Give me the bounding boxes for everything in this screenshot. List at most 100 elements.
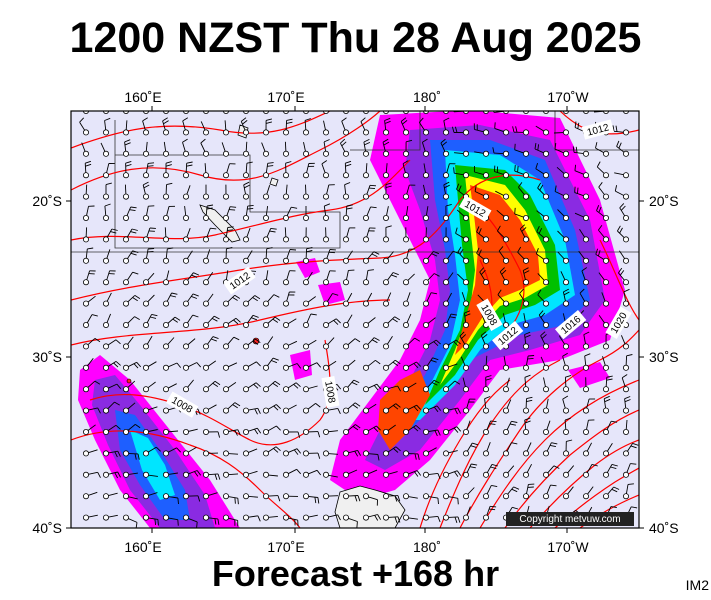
wind-barb (202, 492, 218, 500)
wind-barb (362, 227, 376, 243)
wind-barb (142, 446, 161, 457)
wind-barb (200, 138, 209, 157)
wind-barb (603, 463, 618, 478)
wind-barb (382, 385, 401, 393)
wind-barb (282, 318, 297, 328)
wind-barb (282, 270, 296, 286)
wind-barb (442, 493, 459, 505)
wind-barb (581, 267, 590, 286)
wind-barb (422, 428, 441, 437)
wind-barb (123, 424, 141, 435)
wind-barb (261, 142, 269, 157)
wind-barb (382, 424, 396, 435)
lon-label-top: 170˚E (267, 89, 304, 105)
wind-barb (103, 313, 112, 328)
wind-barb (200, 121, 209, 136)
wind-barb (382, 138, 390, 157)
wind-barb (222, 382, 237, 393)
wind-barb (322, 514, 341, 521)
wind-barb (222, 120, 229, 136)
wind-barb (322, 318, 341, 328)
wind-barb (162, 292, 178, 307)
wind-barb (282, 340, 298, 350)
wind-barb (442, 363, 458, 371)
wind-barb (502, 465, 515, 478)
isobar (71, 299, 391, 346)
wind-barb (502, 420, 518, 435)
wind-barb (382, 514, 401, 523)
wind-barb (603, 443, 613, 457)
wind-barb (162, 141, 169, 157)
wind-barb (182, 362, 202, 371)
wind-barb (456, 273, 469, 286)
wind-barb (402, 470, 422, 478)
wind-barb (482, 463, 498, 478)
wind-barb (83, 227, 90, 243)
rain-heavy-core (455, 185, 540, 355)
wind-barb (83, 424, 96, 435)
wind-barb (162, 471, 178, 478)
wind-barb (162, 227, 169, 243)
wind-barb (617, 225, 630, 243)
wind-barb (262, 227, 277, 243)
wind-barb (322, 450, 339, 457)
wind-barb (142, 181, 150, 200)
wind-barb (302, 493, 320, 504)
wind-barb (83, 184, 90, 200)
wind-barb (123, 184, 130, 200)
lon-label-top: 180˚ (413, 89, 441, 105)
wind-barb (83, 160, 92, 179)
wind-barb (83, 380, 101, 393)
wind-barb (322, 407, 341, 414)
wind-barb (202, 315, 220, 328)
wind-barb (492, 147, 509, 157)
wind-barb (342, 338, 361, 350)
wind-barb (402, 160, 409, 179)
wind-barb (534, 143, 550, 157)
wind-barb (322, 493, 339, 500)
wind-barb (83, 449, 98, 457)
wind-barb (422, 292, 438, 307)
wind-barb (221, 142, 229, 157)
wind-barb (422, 357, 439, 371)
wind-barb (162, 270, 170, 286)
wind-barb (603, 375, 613, 393)
wind-barb (535, 162, 550, 179)
wind-barb (302, 428, 321, 438)
wind-barb (222, 471, 239, 478)
wind-barb (162, 205, 176, 221)
wind-barb (182, 228, 191, 243)
lon-label-bottom: 180˚ (413, 539, 441, 555)
wind-barb (182, 470, 202, 478)
wind-barb (302, 385, 318, 393)
wind-barb (162, 316, 181, 328)
wind-barb (579, 288, 590, 307)
wind-barb (162, 493, 179, 505)
wind-barb (182, 250, 193, 264)
wind-barb (402, 450, 420, 460)
wind-barb (162, 447, 182, 457)
wind-barb (402, 206, 409, 221)
wind-barb (202, 514, 220, 525)
wind-barb (182, 161, 193, 179)
wind-barb (123, 228, 138, 243)
wind-barb (462, 487, 475, 500)
image-id-label: IM2 (685, 577, 709, 593)
wind-barb (382, 403, 401, 414)
wind-barb (462, 398, 476, 414)
wind-barb (182, 138, 189, 157)
wind-barb (123, 271, 139, 286)
wind-barb (382, 292, 392, 307)
wind-barb (142, 313, 158, 328)
forecast-label: Forecast +168 hr (211, 553, 500, 594)
wind-barb (182, 206, 189, 221)
wind-barb (498, 246, 509, 264)
wind-barb (83, 314, 98, 328)
wind-barb (162, 247, 174, 264)
lat-label-right: 40˚S (649, 520, 679, 536)
wind-barb (579, 229, 590, 243)
wind-barb (462, 377, 469, 393)
wind-barb (123, 361, 142, 371)
wind-barb (502, 355, 509, 371)
wind-barb (623, 419, 630, 435)
